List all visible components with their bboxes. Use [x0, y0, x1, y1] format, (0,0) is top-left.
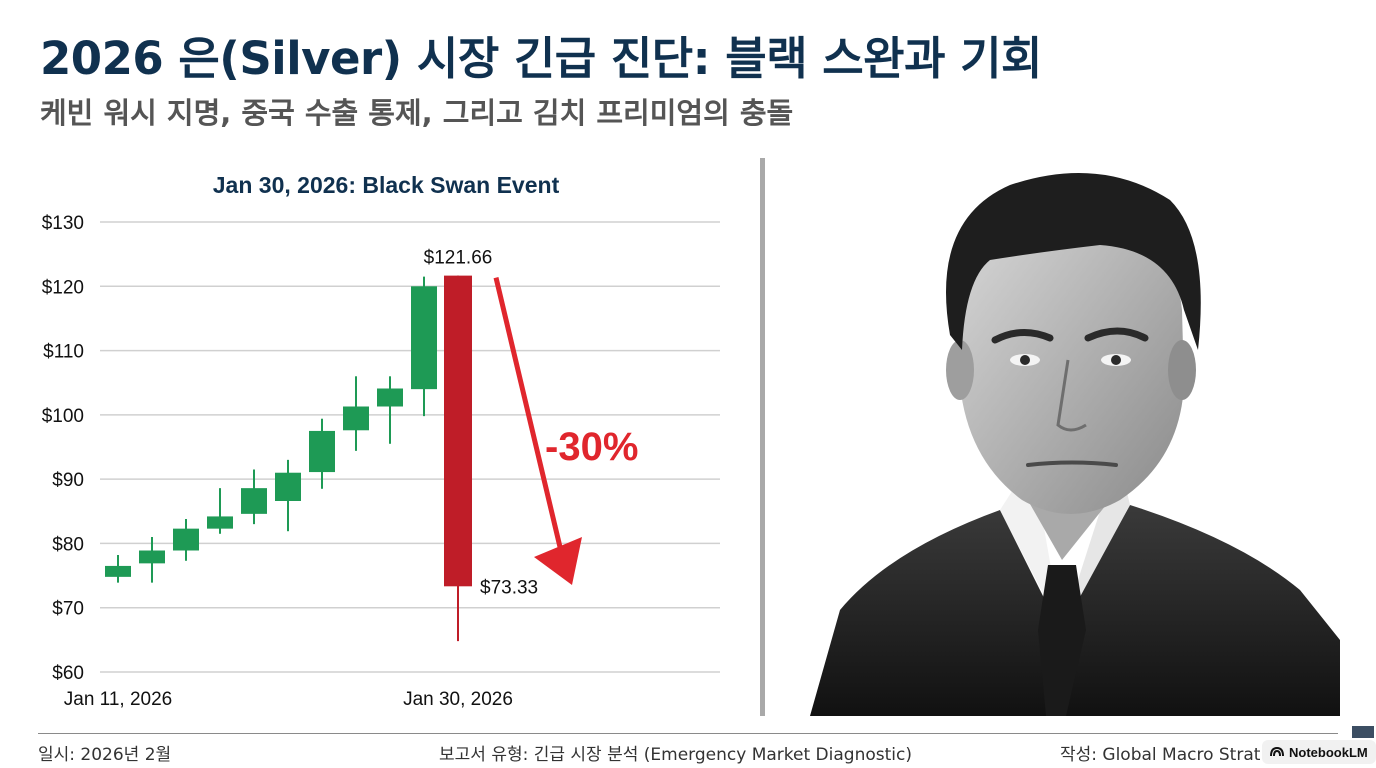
footer-date: 일시: 2026년 2월: [38, 745, 172, 765]
low-price-label: $73.33: [480, 577, 538, 598]
section-divider: [760, 158, 765, 716]
chart-gridlines: [100, 221, 720, 673]
drop-arrow-head: [534, 537, 582, 585]
candle-body: [139, 550, 165, 564]
footer-author: 작성: Global Macro Strateg: [1060, 745, 1260, 765]
candle-body: [207, 516, 233, 529]
page-title: 2026 은(Silver) 시장 긴급 진단: 블랙 스완과 기회: [40, 32, 1042, 85]
y-axis-ticks: $60 $70 $80 $90 $100 $110 $120 $130: [42, 213, 84, 684]
y-tick-label: $60: [52, 663, 84, 684]
candles: [105, 275, 472, 642]
y-tick-label: $100: [42, 406, 84, 427]
candle-body: [343, 406, 369, 431]
candle-body: [173, 528, 199, 551]
footer-rule: [38, 733, 1338, 734]
brand-label: NotebookLM: [1289, 744, 1368, 760]
x-axis-ticks: Jan 11, 2026 Jan 30, 2026: [64, 689, 513, 710]
candle-body: [377, 388, 403, 407]
y-tick-label: $80: [52, 534, 84, 555]
candle-body: [105, 565, 131, 577]
percent-change-label: -30%: [545, 425, 638, 469]
notebooklm-logo-icon: [1270, 747, 1284, 757]
x-tick-label: Jan 30, 2026: [403, 689, 513, 710]
candlestick-chart: Jan 30, 2026: Black Swan Event $60 $70 $80…: [42, 172, 720, 710]
drop-arrow-shaft: [493, 277, 563, 548]
chart-annotations: $121.66 $73.33 -30%: [424, 248, 639, 599]
page-subtitle: 케빈 워시 지명, 중국 수출 통제, 그리고 김치 프리미엄의 충돌: [40, 96, 794, 130]
x-tick-label: Jan 11, 2026: [64, 689, 172, 710]
candle-body: [309, 430, 335, 473]
corner-mark: [1352, 726, 1374, 738]
y-tick-label: $110: [43, 342, 84, 363]
chart-title: Jan 30, 2026: Black Swan Event: [213, 172, 560, 198]
high-price-label: $121.66: [424, 248, 493, 269]
y-tick-label: $120: [42, 277, 84, 298]
y-tick-label: $130: [42, 213, 84, 234]
candle-body: [275, 472, 301, 501]
notebooklm-badge: NotebookLM: [1262, 740, 1376, 764]
y-tick-label: $70: [52, 599, 84, 620]
candle-body: [444, 275, 472, 587]
man-portrait-photo: [810, 173, 1340, 716]
candle-body: [411, 286, 437, 390]
footer-report-type: 보고서 유형: 긴급 시장 분석 (Emergency Market Diagn…: [439, 745, 912, 765]
y-tick-label: $90: [52, 470, 84, 491]
candle-body: [241, 488, 267, 514]
